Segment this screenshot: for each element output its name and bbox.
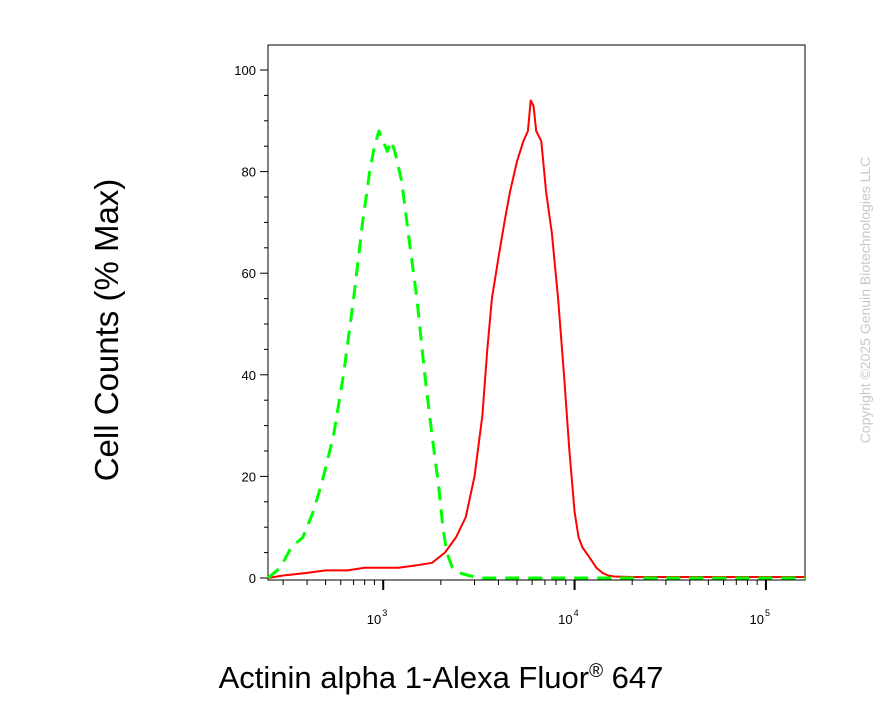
- y-tick-label: 80: [242, 165, 256, 180]
- x-tick-label-base: 10: [367, 612, 381, 627]
- y-tick-label: 100: [234, 63, 256, 78]
- histogram-series-solid: [267, 99, 805, 579]
- x-axis-title-registered-mark: ®: [589, 661, 603, 682]
- plot-frame: [267, 44, 806, 581]
- y-tick-label: 0: [249, 571, 256, 586]
- y-tick-label: 40: [242, 368, 256, 383]
- y-axis-title: Cell Counts (% Max): [88, 179, 125, 482]
- x-tick-label-exponent: 4: [574, 608, 579, 618]
- x-tick-label: 10 5: [749, 608, 769, 627]
- x-tick-label-base: 10: [558, 612, 572, 627]
- x-axis: 10 3 10 4 10 5: [282, 580, 770, 627]
- x-tick-label: 10 4: [558, 608, 578, 627]
- x-axis-title-suffix: 647: [603, 660, 663, 695]
- y-tick-label: 20: [242, 469, 256, 484]
- x-axis-title: Actinin alpha 1-Alexa Fluor® 647: [219, 660, 664, 695]
- histogram-series-dashed: [267, 129, 805, 580]
- y-tick-label: 60: [242, 266, 256, 281]
- x-tick-label: 10 3: [367, 608, 387, 627]
- y-axis: 0 20 40 60 80 100: [234, 63, 268, 586]
- copyright-text: Copyright ©2025 Genuin Biotechnologies L…: [857, 157, 873, 444]
- x-tick-label-exponent: 3: [382, 608, 387, 618]
- x-tick-label-base: 10: [749, 612, 763, 627]
- series-layer: [267, 99, 805, 580]
- x-tick-label-exponent: 5: [765, 608, 770, 618]
- x-axis-title-main: Actinin alpha 1-Alexa Fluor: [219, 660, 589, 695]
